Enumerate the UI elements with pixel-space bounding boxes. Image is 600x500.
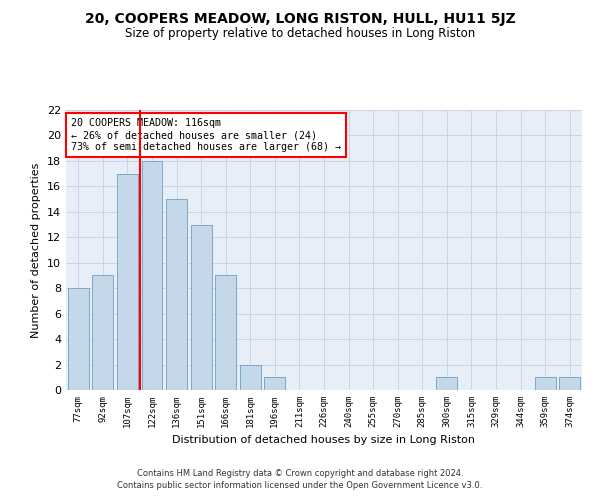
Text: 20 COOPERS MEADOW: 116sqm
← 26% of detached houses are smaller (24)
73% of semi-: 20 COOPERS MEADOW: 116sqm ← 26% of detac… — [71, 118, 341, 152]
Bar — [191, 224, 212, 390]
Text: Contains public sector information licensed under the Open Government Licence v3: Contains public sector information licen… — [118, 481, 482, 490]
Y-axis label: Number of detached properties: Number of detached properties — [31, 162, 41, 338]
Bar — [559, 378, 580, 390]
Bar — [535, 378, 556, 390]
Bar — [265, 378, 286, 390]
Text: Contains HM Land Registry data © Crown copyright and database right 2024.: Contains HM Land Registry data © Crown c… — [137, 468, 463, 477]
X-axis label: Distribution of detached houses by size in Long Riston: Distribution of detached houses by size … — [173, 436, 476, 446]
Bar — [117, 174, 138, 390]
Text: 20, COOPERS MEADOW, LONG RISTON, HULL, HU11 5JZ: 20, COOPERS MEADOW, LONG RISTON, HULL, H… — [85, 12, 515, 26]
Bar — [68, 288, 89, 390]
Bar — [436, 378, 457, 390]
Bar — [142, 161, 163, 390]
Bar — [240, 364, 261, 390]
Bar — [166, 199, 187, 390]
Bar — [92, 276, 113, 390]
Bar — [215, 276, 236, 390]
Text: Size of property relative to detached houses in Long Riston: Size of property relative to detached ho… — [125, 28, 475, 40]
